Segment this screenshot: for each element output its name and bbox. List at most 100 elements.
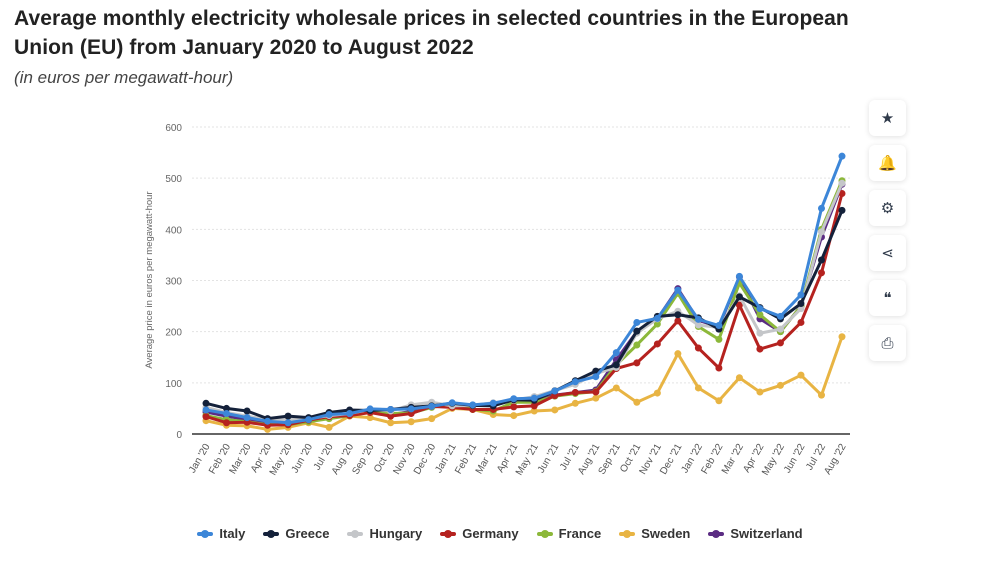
legend-label: France xyxy=(558,526,602,541)
data-point-greece xyxy=(284,412,292,420)
data-point-italy xyxy=(223,410,231,418)
legend-item-switzerland[interactable]: Switzerland xyxy=(708,526,803,541)
data-point-germany xyxy=(715,364,723,372)
data-point-italy xyxy=(715,322,723,330)
data-point-sweden xyxy=(776,381,784,389)
data-point-hungary xyxy=(797,305,805,313)
gear-button[interactable]: ⚙ xyxy=(869,190,906,226)
legend-item-france[interactable]: France xyxy=(536,526,602,541)
data-point-greece xyxy=(223,404,231,412)
legend-swatch xyxy=(263,529,280,538)
chart-title: Average monthly electricity wholesale pr… xyxy=(14,7,849,59)
data-point-italy xyxy=(776,312,784,320)
y-tick-label: 500 xyxy=(165,174,182,185)
data-point-italy xyxy=(264,417,272,425)
data-point-germany xyxy=(387,412,395,420)
data-point-sweden xyxy=(530,407,538,415)
y-axis-title: Average price in euros per megawatt-hour xyxy=(144,191,155,368)
legend-item-greece[interactable]: Greece xyxy=(263,526,329,541)
legend-swatch xyxy=(197,529,214,538)
data-point-italy xyxy=(510,395,518,403)
data-point-italy xyxy=(756,305,764,313)
data-point-greece xyxy=(797,300,805,308)
print-button[interactable]: ⎙ xyxy=(869,325,906,361)
data-point-germany xyxy=(510,403,518,411)
data-point-italy xyxy=(735,272,743,280)
y-tick-label: 0 xyxy=(176,430,182,441)
data-point-greece xyxy=(243,407,251,415)
share-button[interactable]: ⋖ xyxy=(869,235,906,271)
legend-item-italy[interactable]: Italy xyxy=(197,526,245,541)
legend-label: Sweden xyxy=(641,526,691,541)
data-point-hungary xyxy=(756,329,764,337)
data-point-germany xyxy=(694,344,702,352)
y-tick-label: 300 xyxy=(165,277,182,288)
legend-label: Hungary xyxy=(369,526,423,541)
legend-swatch xyxy=(440,529,457,538)
data-point-hungary xyxy=(694,321,702,329)
data-point-germany xyxy=(817,269,825,277)
legend-swatch xyxy=(347,529,364,538)
data-point-france xyxy=(715,335,723,343)
legend-item-sweden[interactable]: Sweden xyxy=(619,526,690,541)
series-line-italy xyxy=(205,155,844,425)
data-point-sweden xyxy=(325,423,333,431)
legend-label: Greece xyxy=(285,526,330,541)
x-tick-label: Jun '20 xyxy=(290,442,316,476)
data-point-germany xyxy=(571,389,579,397)
data-point-hungary xyxy=(838,179,846,187)
data-point-france xyxy=(653,320,661,328)
data-point-germany xyxy=(838,190,846,198)
data-point-sweden xyxy=(387,419,395,427)
data-point-greece xyxy=(612,361,620,369)
data-point-italy xyxy=(202,406,210,414)
data-point-germany xyxy=(202,413,210,421)
legend-label: Italy xyxy=(219,526,246,541)
data-point-sweden xyxy=(571,399,579,407)
data-point-germany xyxy=(530,402,538,410)
series-line-switzerland xyxy=(205,183,844,426)
data-point-italy xyxy=(838,152,846,160)
data-point-sweden xyxy=(694,384,702,392)
data-point-italy xyxy=(551,387,559,395)
data-point-italy xyxy=(448,399,456,407)
data-point-germany xyxy=(797,318,805,326)
star-icon: ★ xyxy=(880,110,895,127)
data-point-italy xyxy=(284,419,292,427)
legend-item-germany[interactable]: Germany xyxy=(440,526,519,541)
legend-item-hungary[interactable]: Hungary xyxy=(347,526,422,541)
data-point-italy xyxy=(387,405,395,413)
data-point-greece xyxy=(202,399,210,407)
data-point-germany xyxy=(223,419,231,427)
data-point-germany xyxy=(674,317,682,325)
data-point-sweden xyxy=(366,414,374,422)
data-point-italy xyxy=(346,410,354,418)
y-tick-label: 100 xyxy=(165,379,182,390)
data-point-sweden xyxy=(510,412,518,420)
star-button[interactable]: ★ xyxy=(869,100,906,136)
data-point-germany xyxy=(735,301,743,309)
data-point-greece xyxy=(735,293,743,301)
data-point-hungary xyxy=(817,228,825,236)
data-point-italy xyxy=(243,414,251,422)
quote-button[interactable]: ❝ xyxy=(869,280,906,316)
data-point-italy xyxy=(571,378,579,386)
data-point-italy xyxy=(592,373,600,381)
y-tick-label: 600 xyxy=(165,123,182,134)
legend-swatch xyxy=(708,529,725,538)
data-point-italy xyxy=(653,314,661,322)
data-point-france xyxy=(633,341,641,349)
x-tick-label: Jun '22 xyxy=(782,442,808,476)
data-point-germany xyxy=(633,359,641,367)
legend: Italy Greece Hungary Germany France Sweden Swi… xyxy=(0,526,1000,541)
data-point-germany xyxy=(653,340,661,348)
data-point-italy xyxy=(325,411,333,419)
bell-button[interactable]: 🔔 xyxy=(869,145,906,181)
data-point-italy xyxy=(612,349,620,357)
share-icon: ⋖ xyxy=(881,245,894,262)
series-line-france xyxy=(205,180,844,427)
x-tick-label: Jun '21 xyxy=(536,442,562,476)
data-point-sweden xyxy=(633,398,641,406)
legend-swatch xyxy=(619,529,636,538)
data-point-italy xyxy=(530,394,538,402)
